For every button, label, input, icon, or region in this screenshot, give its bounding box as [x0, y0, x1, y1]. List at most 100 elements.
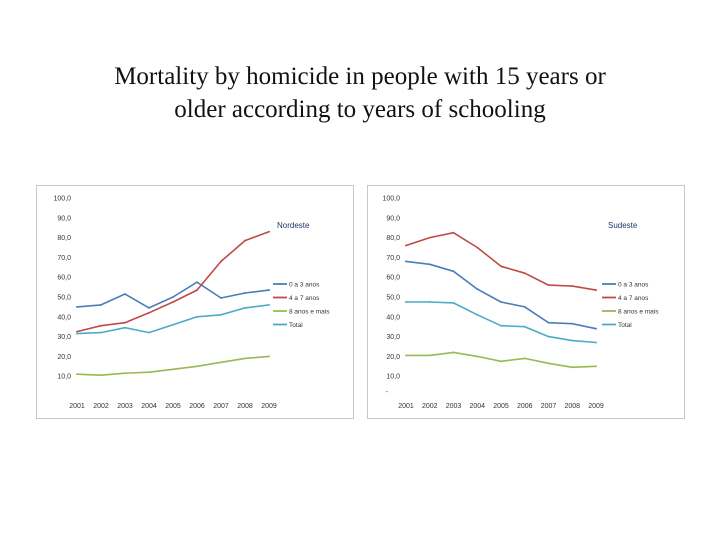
- y-tick-label: 80,0: [57, 235, 71, 242]
- data-point: [244, 357, 246, 360]
- data-point: [100, 374, 102, 377]
- legend-label: 4 a 7 anos: [289, 295, 320, 302]
- data-point: [100, 324, 102, 327]
- x-tick-label: 2005: [165, 403, 181, 410]
- data-point: [571, 366, 574, 369]
- data-point: [172, 323, 174, 326]
- y-tick-label: 60,0: [57, 275, 71, 282]
- x-tick-label: 2008: [237, 403, 253, 410]
- data-point: [452, 351, 455, 354]
- y-tick-label: 70,0: [386, 255, 400, 262]
- legend-label: 8 anos e mais: [618, 308, 659, 315]
- y-origin-label: -: [386, 389, 389, 396]
- data-point: [196, 365, 198, 368]
- data-point: [428, 301, 431, 303]
- data-point: [476, 313, 479, 316]
- data-point: [172, 368, 174, 371]
- data-point: [500, 301, 502, 303]
- y-tick-label: 100,0: [382, 196, 400, 203]
- legend-label: Total: [618, 322, 632, 329]
- data-point: [76, 332, 78, 335]
- chart-nordeste: 10,0 20,0 30,0 40,0 50,0 60,0 70,0 80,0 90,0 100,…: [36, 185, 354, 419]
- data-point: [547, 284, 550, 287]
- data-point: [452, 231, 455, 234]
- y-tick-label: 70,0: [57, 255, 71, 262]
- data-point: [595, 341, 597, 344]
- data-point: [196, 281, 198, 284]
- legend-label: 0 a 3 anos: [618, 281, 649, 288]
- y-tick-label: 40,0: [386, 314, 400, 321]
- data-point: [220, 361, 222, 364]
- y-tick-label: 30,0: [57, 334, 71, 341]
- data-point: [124, 372, 126, 375]
- data-point: [268, 304, 270, 306]
- data-point: [148, 331, 150, 334]
- data-point: [100, 304, 102, 306]
- y-tick-label: 30,0: [386, 334, 400, 341]
- y-tick-label: 50,0: [57, 295, 71, 302]
- data-point: [405, 260, 407, 263]
- data-point: [76, 373, 78, 376]
- y-tick-label: 50,0: [386, 295, 400, 302]
- data-point: [220, 297, 222, 299]
- data-point: [405, 244, 407, 247]
- y-tick-label: 20,0: [57, 354, 71, 361]
- series-line-2: [405, 231, 597, 291]
- chart-sudeste: 10,0 20,0 30,0 40,0 50,0 60,0 70,0 80,0 90,0 100,…: [367, 185, 685, 419]
- data-point: [244, 292, 246, 294]
- legend-label: 8 anos e mais: [289, 308, 330, 315]
- series-line-1: [405, 260, 597, 330]
- data-point: [405, 354, 407, 357]
- data-point: [523, 325, 526, 328]
- data-point: [500, 324, 502, 327]
- slide-title-line2: older according to years of schooling: [174, 96, 546, 123]
- region-label: Nordeste: [277, 221, 310, 230]
- data-point: [523, 306, 526, 308]
- data-point: [405, 301, 407, 303]
- x-tick-label: 2002: [93, 403, 109, 410]
- y-tick-label: 90,0: [386, 215, 400, 222]
- y-tick-label: 20,0: [386, 354, 400, 361]
- data-point: [220, 260, 222, 263]
- data-point: [428, 354, 431, 357]
- data-point: [196, 289, 198, 291]
- data-point: [148, 371, 150, 374]
- series-line-2: [76, 230, 270, 333]
- data-point: [595, 327, 597, 330]
- x-tick-label: 2009: [261, 403, 277, 410]
- data-point: [476, 246, 479, 249]
- legend-label: 0 a 3 anos: [289, 281, 320, 288]
- data-point: [547, 335, 550, 338]
- data-point: [244, 306, 246, 309]
- data-point: [196, 315, 198, 318]
- y-tick-label: 90,0: [57, 215, 71, 222]
- data-point: [500, 360, 502, 363]
- data-point: [244, 239, 246, 242]
- data-point: [428, 263, 431, 266]
- data-point: [547, 321, 550, 324]
- x-tick-label: 2002: [422, 403, 438, 410]
- data-point: [124, 293, 126, 295]
- series-line-1: [76, 281, 270, 309]
- chart-sudeste-svg: 10,0 20,0 30,0 40,0 50,0 60,0 70,0 80,0 90,0 100,…: [382, 196, 659, 411]
- x-tick-label: 2001: [69, 403, 85, 410]
- chart-nordeste-svg: 10,0 20,0 30,0 40,0 50,0 60,0 70,0 80,0 90,0 100,…: [53, 196, 330, 411]
- series-line-4: [405, 301, 597, 344]
- x-tick-label: 2009: [588, 403, 604, 410]
- legend-label: Total: [289, 322, 303, 329]
- data-point: [571, 285, 574, 288]
- x-tick-label: 2004: [141, 403, 157, 410]
- x-tick-label: 2003: [117, 403, 133, 410]
- legend-label: 4 a 7 anos: [618, 295, 649, 302]
- data-point: [148, 311, 150, 314]
- data-point: [452, 302, 455, 304]
- y-tick-label: 10,0: [386, 374, 400, 381]
- data-point: [268, 289, 270, 291]
- data-point: [172, 296, 174, 298]
- x-tick-label: 2007: [213, 403, 229, 410]
- series-line-4: [76, 304, 270, 335]
- data-point: [124, 321, 126, 324]
- series-line-3: [76, 355, 270, 376]
- data-point: [124, 326, 126, 329]
- slide-title-line1: Mortality by homicide in people with 15 …: [114, 63, 606, 90]
